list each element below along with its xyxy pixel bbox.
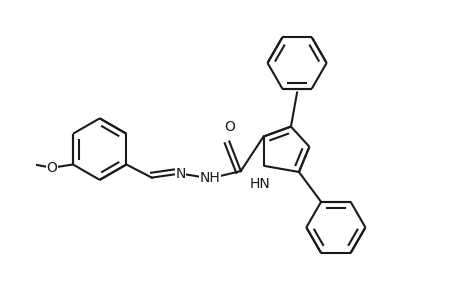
Text: HN: HN (250, 177, 271, 191)
Text: O: O (224, 120, 235, 134)
Text: NH: NH (200, 171, 220, 185)
Text: O: O (46, 161, 57, 175)
Text: N: N (175, 166, 186, 180)
